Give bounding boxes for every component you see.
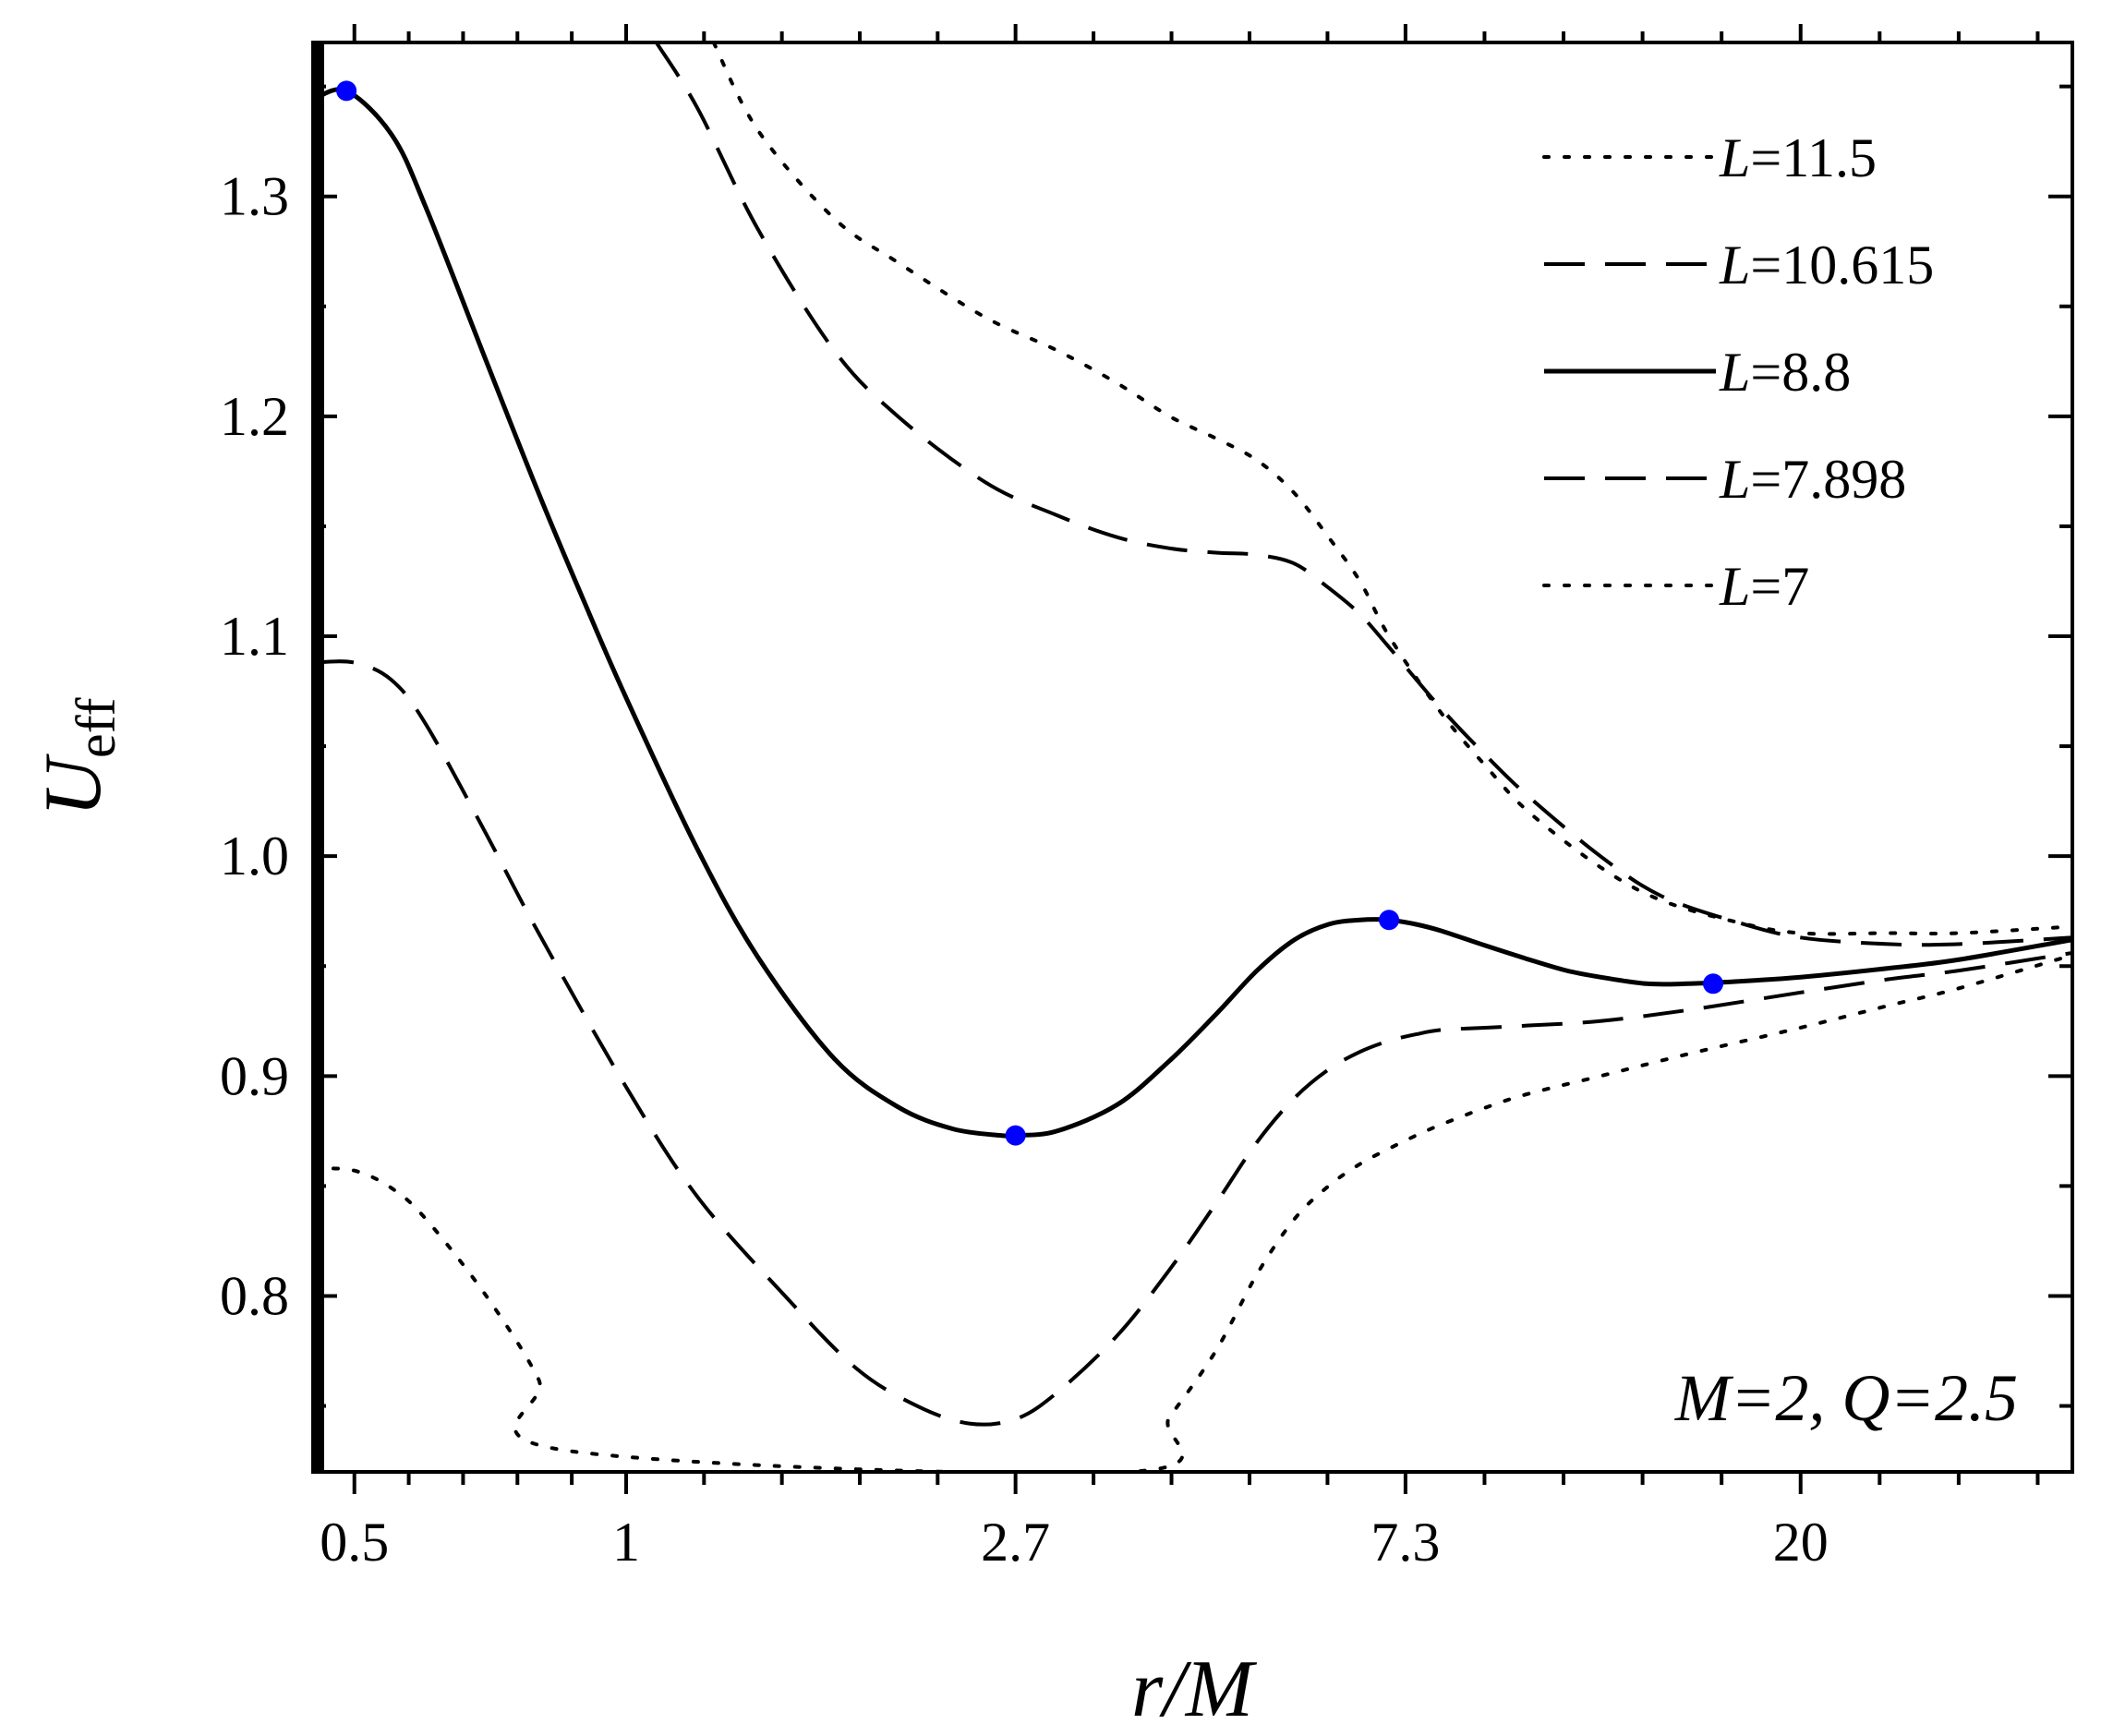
y-tick-label: 0.8 — [220, 1265, 289, 1326]
legend-item-l-8-8: L=8.8 — [1544, 342, 1851, 403]
tick-layer: 0.8 0.9 1.0 1.1 1.2 1.3 0.5 1 2.7 7.3 20 — [220, 24, 2072, 1573]
critical-point — [1005, 1125, 1026, 1146]
x-tick-label: 1 — [612, 1512, 640, 1573]
legend-label: L=7 — [1719, 556, 1809, 617]
x-tick-label: 2.7 — [981, 1512, 1050, 1573]
critical-point — [336, 80, 357, 102]
legend-label: L=11.5 — [1719, 127, 1877, 188]
critical-point — [1703, 973, 1724, 995]
curve-layer — [318, 42, 2072, 1472]
y-axis-title: Ueff — [29, 697, 127, 816]
annotation-text: M=2, Q=2.5 — [1674, 1361, 2018, 1435]
legend-item-l-11-5: L=11.5 — [1542, 127, 1877, 188]
legend-label: L=8.8 — [1719, 342, 1851, 403]
legend-item-l-10-615: L=10.615 — [1544, 235, 1934, 295]
y-axis-title-main: U — [29, 753, 118, 817]
legend-label: L=10.615 — [1719, 235, 1934, 295]
legend-label: L=7.898 — [1719, 449, 1906, 510]
svg-text:Ueff: Ueff — [29, 697, 127, 816]
y-tick-label: 1.0 — [220, 826, 289, 886]
x-tick-label: 20 — [1773, 1512, 1829, 1573]
curve-l-11-5 — [711, 42, 2072, 936]
x-tick-label: 7.3 — [1370, 1512, 1440, 1573]
legend: L=11.5 L=10.615 L=8.8 L=7.898 L=7 — [1542, 127, 1934, 617]
x-tick-label: 0.5 — [320, 1512, 389, 1573]
curve-l-8-8 — [318, 87, 2072, 1139]
x-axis-title: r/M — [1131, 1645, 1258, 1734]
legend-item-l-7-898: L=7.898 — [1544, 449, 1906, 510]
curve-l-10-615 — [655, 42, 2072, 947]
critical-point-layer — [336, 80, 1724, 1146]
curve-l-7-898 — [318, 659, 2072, 1427]
legend-item-l-7: L=7 — [1542, 556, 1809, 617]
y-tick-label: 0.9 — [220, 1045, 289, 1106]
y-tick-label: 1.1 — [220, 606, 289, 667]
critical-point — [1379, 910, 1400, 931]
y-tick-label: 1.3 — [220, 166, 289, 227]
y-axis-title-sub: eff — [66, 697, 127, 758]
y-tick-label: 1.2 — [220, 386, 289, 447]
